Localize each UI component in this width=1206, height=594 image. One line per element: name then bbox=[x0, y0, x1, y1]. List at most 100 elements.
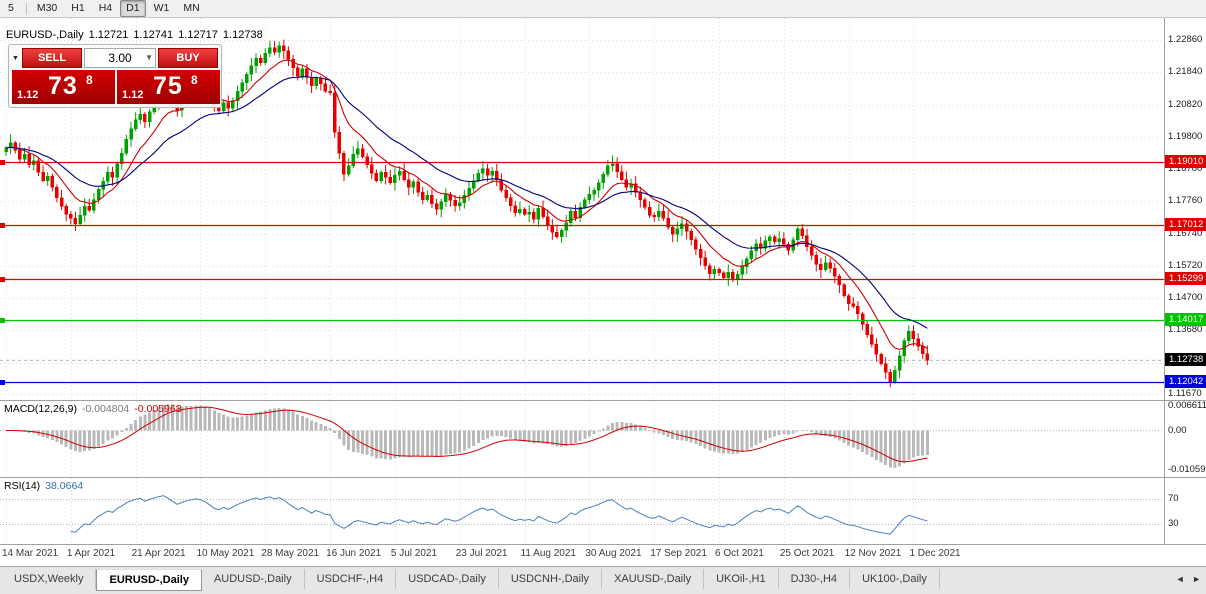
price-tick-label: 1.15720 bbox=[1168, 259, 1203, 271]
price-tick-label: 1.18780 bbox=[1168, 163, 1203, 175]
date-label: 14 Mar 2021 bbox=[2, 548, 59, 559]
macd-axis-label: 0.00 bbox=[1168, 424, 1187, 436]
rsi-name: RSI(14) bbox=[4, 480, 41, 492]
date-label: 1 Apr 2021 bbox=[66, 548, 116, 559]
trade-prices-row: 1.12 73 8 1.12 75 8 bbox=[12, 70, 220, 104]
date-label: 17 Sep 2021 bbox=[650, 548, 707, 559]
chart-tab-usdx-weekly[interactable]: USDX,Weekly bbox=[2, 569, 97, 589]
macd-indicator-panel[interactable]: MACD(12,26,9) -0.004804 -0.005963 bbox=[0, 401, 1164, 477]
date-label: 6 Oct 2021 bbox=[715, 548, 764, 559]
price-tick-label: 1.17760 bbox=[1168, 195, 1203, 207]
timeframe-button-d1[interactable]: D1 bbox=[120, 0, 146, 17]
hline-price-label: 1.14017 bbox=[1165, 312, 1206, 326]
timeframe-button-h1[interactable]: H1 bbox=[71, 2, 85, 14]
timeframe-button-5[interactable]: 5 bbox=[8, 2, 14, 14]
collapse-panel-icon[interactable]: ▼ bbox=[12, 54, 19, 62]
rsi-label: RSI(14) 38.0664 bbox=[4, 480, 88, 492]
buy-price-prefix: 1.12 bbox=[122, 89, 144, 101]
date-label: 28 May 2021 bbox=[261, 548, 320, 559]
sell-price-prefix: 1.12 bbox=[17, 89, 39, 101]
one-click-trading-panel: ▼ SELL 3.00 ▼ BUY 1.12 73 8 1.12 bbox=[8, 44, 222, 108]
chart-tab-xauusd-daily[interactable]: XAUUSD-,Daily bbox=[602, 569, 705, 589]
chart-tab-uk100-daily[interactable]: UK100-,Daily bbox=[850, 569, 940, 589]
price-tick-label: 1.11670 bbox=[1168, 387, 1202, 399]
date-label: 11 Aug 2021 bbox=[520, 548, 576, 559]
chart-title: EURUSD-,Daily 1.12721 1.12741 1.12717 1.1273… bbox=[6, 29, 268, 41]
tabs-scroll-right-button[interactable]: ► bbox=[1192, 574, 1201, 584]
date-label: 23 Jul 2021 bbox=[455, 548, 508, 559]
sell-price-button[interactable]: 1.12 73 8 bbox=[12, 70, 115, 104]
macd-name: MACD(12,26,9) bbox=[4, 403, 77, 415]
rsi-indicator-panel[interactable]: RSI(14) 38.0664 bbox=[0, 478, 1164, 544]
sell-button[interactable]: SELL bbox=[22, 48, 82, 68]
chart-tab-audusd-daily[interactable]: AUDUSD-,Daily bbox=[201, 569, 305, 589]
chart-tab-usdcad-daily[interactable]: USDCAD-,Daily bbox=[396, 569, 499, 589]
chart-tab-dj30-h4[interactable]: DJ30-,H4 bbox=[778, 569, 851, 589]
date-label: 10 May 2021 bbox=[196, 548, 255, 559]
tabs-scroll-left-button[interactable]: ◄ bbox=[1175, 574, 1185, 584]
price-tick-label: 1.13680 bbox=[1168, 324, 1203, 336]
rsi-axis-label: 30 bbox=[1168, 517, 1179, 529]
macd-axis-label: 0.006611 bbox=[1168, 400, 1206, 411]
hline-price-label: 1.17012 bbox=[1165, 218, 1206, 232]
macd-label: MACD(12,26,9) -0.004804 -0.005963 bbox=[4, 403, 187, 415]
chart-tabs-bar: USDX,Weekly EURUSD-,Daily AUDUSD-,Daily USD… bbox=[0, 566, 1206, 594]
price-tick-label: 1.19800 bbox=[1168, 130, 1203, 142]
timeframe-button-w1[interactable]: W1 bbox=[153, 2, 170, 14]
date-label: 5 Jul 2021 bbox=[390, 548, 438, 559]
date-label: 25 Oct 2021 bbox=[779, 548, 835, 559]
price-axis[interactable]: 1.22860 1.21840 1.20820 1.19800 1.18780 1.177… bbox=[1164, 18, 1206, 545]
price-tick-label: 1.21840 bbox=[1168, 66, 1203, 78]
price-tick-label: 1.20820 bbox=[1168, 98, 1203, 110]
buy-price-pipette: 8 bbox=[191, 73, 198, 87]
hline-price-label: 1.12042 bbox=[1165, 375, 1206, 389]
ohlc-close: 1.12738 bbox=[222, 29, 263, 41]
price-chart-panel[interactable]: EURUSD-,Daily 1.12721 1.12741 1.12717 1.1273… bbox=[0, 18, 1164, 400]
timeframe-button-m30[interactable]: M30 bbox=[36, 2, 58, 14]
date-label: 30 Aug 2021 bbox=[585, 548, 642, 559]
price-tick-label: 1.22860 bbox=[1168, 34, 1203, 46]
time-axis[interactable]: 14 Mar 2021 1 Apr 2021 21 Apr 2021 10 May 2… bbox=[0, 545, 1206, 566]
rsi-chart-canvas[interactable] bbox=[0, 478, 1164, 544]
chart-tab-eurusd-daily[interactable]: EURUSD-,Daily bbox=[96, 569, 202, 591]
buy-price-button[interactable]: 1.12 75 8 bbox=[117, 70, 220, 104]
rsi-value: 38.0664 bbox=[45, 480, 84, 492]
timeframe-button-mn[interactable]: MN bbox=[183, 2, 200, 14]
panel-separator[interactable] bbox=[0, 477, 1206, 478]
sell-price-big-digits: 73 bbox=[48, 72, 78, 100]
date-label: 1 Dec 2021 bbox=[909, 548, 961, 559]
timeframe-toolbar: 5 M30 H1 H4 D1 W1 MN bbox=[0, 0, 1206, 18]
hline-price-label: 1.19010 bbox=[1165, 154, 1206, 168]
chart-tab-usdchf-h4[interactable]: USDCHF-,H4 bbox=[304, 569, 397, 589]
volume-dropdown-icon[interactable]: ▼ bbox=[145, 53, 153, 62]
date-label: 21 Apr 2021 bbox=[131, 548, 186, 559]
date-label: 12 Nov 2021 bbox=[844, 548, 902, 559]
trade-controls-row: ▼ SELL 3.00 ▼ BUY bbox=[12, 48, 218, 68]
chart-tab-usdcnh-daily[interactable]: USDCNH-,Daily bbox=[498, 569, 603, 589]
rsi-axis-label: 70 bbox=[1168, 492, 1179, 504]
ohlc-high: 1.12741 bbox=[133, 29, 174, 41]
chart-symbol-period: EURUSD-,Daily bbox=[6, 29, 84, 41]
current-price-label: 1.12738 bbox=[1165, 353, 1206, 367]
ohlc-low: 1.12717 bbox=[178, 29, 218, 41]
macd-chart-canvas[interactable] bbox=[0, 401, 1164, 477]
price-tick-label: 1.16740 bbox=[1168, 227, 1203, 239]
macd-signal-value: -0.005963 bbox=[134, 403, 182, 415]
hline-price-label: 1.15299 bbox=[1165, 272, 1206, 286]
toolbar-separator bbox=[25, 2, 27, 15]
sell-price-pipette: 8 bbox=[86, 73, 93, 87]
chart-tab-ukoil-h1[interactable]: UKOil-,H1 bbox=[704, 569, 779, 589]
buy-price-big-digits: 75 bbox=[153, 72, 183, 100]
timeframe-button-h4[interactable]: H4 bbox=[98, 2, 113, 14]
chart-region: EURUSD-,Daily 1.12721 1.12741 1.12717 1.1273… bbox=[0, 18, 1206, 566]
volume-input[interactable]: 3.00 ▼ bbox=[84, 48, 156, 68]
buy-button[interactable]: BUY bbox=[158, 48, 218, 68]
volume-value: 3.00 bbox=[108, 51, 132, 65]
macd-main-value: -0.004804 bbox=[81, 403, 130, 415]
panel-separator[interactable] bbox=[0, 400, 1206, 401]
date-label: 16 Jun 2021 bbox=[326, 548, 382, 559]
panel-separator[interactable] bbox=[0, 544, 1206, 545]
price-tick-label: 1.14700 bbox=[1168, 292, 1203, 304]
